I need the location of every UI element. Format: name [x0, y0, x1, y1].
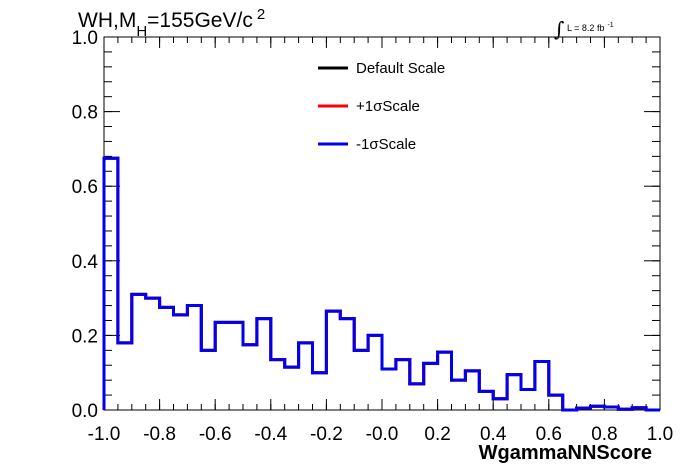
x-tick-label: 0.4 — [480, 424, 507, 445]
x-tick-label: -0.2 — [310, 424, 343, 445]
title-superscript: 2 — [257, 6, 265, 23]
y-tick-label: 0.4 — [72, 252, 99, 273]
series-line-3 — [102, 156, 660, 412]
lumi-label: L = 8.2 fb -1 — [567, 22, 614, 33]
y-tick-label: 1.0 — [72, 28, 98, 49]
legend-label-3: -1σScale — [356, 136, 416, 153]
series-line-2 — [102, 156, 660, 412]
y-tick-label: 0.8 — [72, 103, 98, 124]
axis-tick-labels: -1.0 -0.8 -0.6 -0.4 -0.2 -0.0 0.2 0.4 0.6 0.8 1.0 0… — [72, 28, 674, 445]
chart-title: WH,MH=155GeV/c 2 — [78, 6, 265, 40]
x-tick-label: -1.0 — [88, 424, 121, 445]
lumi-superscript: -1 — [607, 22, 613, 29]
x-tick-label: -0.4 — [254, 424, 287, 445]
title-suffix: =155GeV/c — [147, 9, 253, 32]
x-tick-label: -0.6 — [199, 424, 232, 445]
series-line-1 — [102, 156, 660, 412]
legend: Default Scale +1σScale -1σScale — [318, 60, 445, 153]
title-subscript: H — [136, 23, 147, 40]
x-tick-label: 0.2 — [424, 424, 450, 445]
x-tick-label: 0.6 — [536, 424, 562, 445]
x-tick-label: -0.0 — [366, 424, 399, 445]
x-tick-label: 1.0 — [647, 424, 673, 445]
legend-label-2: +1σScale — [356, 98, 420, 115]
x-tick-label: -0.8 — [143, 424, 176, 445]
y-tick-label: 0.6 — [72, 177, 98, 198]
lumi-integral: ∫ — [554, 17, 564, 41]
series-layer — [102, 156, 660, 412]
legend-label-1: Default Scale — [356, 60, 445, 77]
x-axis-title: WgammaNNScore — [479, 442, 652, 464]
title-prefix: WH,M — [78, 9, 136, 32]
lumi-text: L = 8.2 fb — [567, 23, 604, 33]
y-tick-label: 0.2 — [72, 326, 98, 347]
y-tick-label: 0.0 — [72, 401, 98, 422]
x-tick-label: 0.8 — [591, 424, 617, 445]
